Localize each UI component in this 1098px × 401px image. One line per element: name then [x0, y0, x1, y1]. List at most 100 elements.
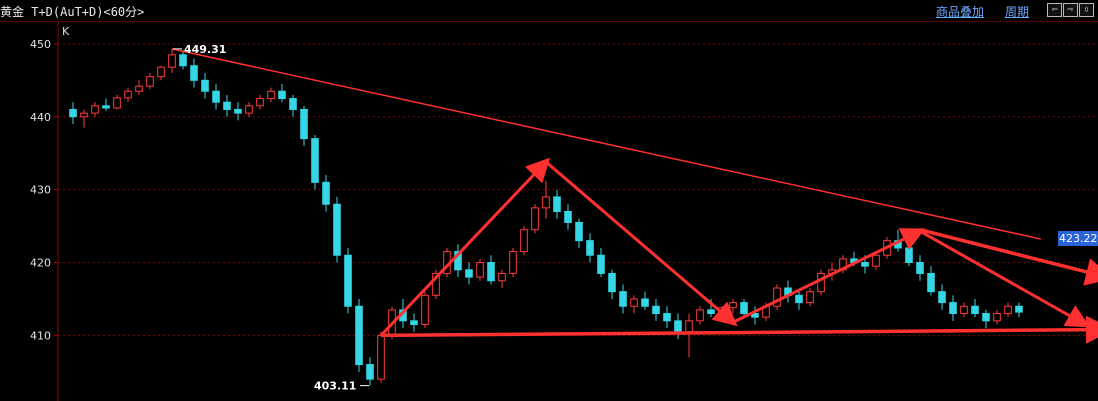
candle-body	[817, 272, 825, 293]
nav-left-button[interactable]: ⇦	[1047, 3, 1062, 17]
candle-body	[432, 272, 440, 296]
candle-body	[179, 54, 187, 67]
candle-body	[454, 251, 462, 271]
candle-body	[190, 65, 198, 81]
candle-body	[201, 79, 209, 92]
candle-body	[861, 262, 869, 267]
candle-body	[476, 262, 484, 278]
candle-body	[773, 287, 781, 307]
candle-body	[256, 98, 264, 107]
candle-body	[223, 101, 231, 110]
nav-right-button[interactable]: ⇨	[1063, 3, 1078, 17]
candle-body	[113, 97, 121, 109]
candle-body	[234, 108, 242, 114]
candle-body	[949, 302, 957, 315]
candle-body	[652, 305, 660, 315]
candle-body	[729, 302, 737, 309]
candle-body	[806, 291, 814, 304]
resistance-arrow	[919, 228, 1098, 286]
resistance-line	[171, 48, 1042, 240]
candle-body	[982, 313, 990, 322]
candle-body	[421, 294, 429, 325]
candle-body	[289, 98, 297, 110]
candle-body	[795, 294, 803, 304]
y-tick-label: 430	[30, 184, 51, 197]
candle-body	[487, 262, 495, 282]
candle-body	[1004, 305, 1012, 315]
trendlines	[171, 48, 1098, 387]
candle-body	[971, 305, 979, 315]
candle-body	[509, 251, 517, 274]
candle-body	[377, 334, 385, 380]
candle-body	[91, 105, 99, 114]
candle-body	[168, 54, 176, 68]
y-tick-label: 450	[30, 38, 51, 51]
overlay-menu[interactable]: 商品叠加	[936, 5, 985, 19]
candle-body	[69, 108, 77, 118]
low-annotation: 403.11	[314, 380, 356, 393]
y-tick-label: 420	[30, 257, 51, 270]
annotations: 449.31 403.11	[184, 43, 356, 393]
candle-body	[608, 272, 616, 293]
candle-body	[531, 207, 539, 231]
candles	[69, 48, 1023, 386]
y-axis-ticks: 450 440 430 420 410	[30, 38, 51, 343]
y-tick-label: 410	[30, 329, 51, 342]
candle-body	[674, 320, 682, 333]
candle-body	[267, 90, 275, 100]
candle-body	[685, 320, 693, 333]
candle-body	[245, 105, 253, 114]
candle-body	[542, 196, 550, 209]
candle-body	[498, 272, 506, 282]
candle-body	[663, 313, 671, 322]
y-tick-label: 440	[30, 111, 51, 124]
candle-body	[520, 229, 528, 253]
candle-body	[751, 313, 759, 318]
candle-body	[696, 309, 704, 322]
period-menu[interactable]: 周期	[1005, 5, 1030, 19]
candle-body	[322, 181, 330, 205]
candle-body	[135, 85, 143, 92]
candle-body	[993, 313, 1001, 322]
candle-body	[553, 196, 561, 213]
candle-body	[311, 138, 319, 183]
swing-arrow	[732, 228, 926, 324]
high-annotation: 449.31	[184, 43, 226, 56]
swing-arrow	[919, 229, 1091, 328]
candle-body	[212, 90, 220, 103]
swing-arrow	[379, 157, 551, 337]
swing-arrow	[545, 160, 738, 327]
candle-body	[872, 254, 880, 267]
candle-body	[564, 211, 572, 223]
support-arrow	[380, 315, 1098, 344]
candle-body	[146, 76, 154, 87]
candle-body	[344, 254, 352, 307]
current-price-tag: 423.22	[1058, 231, 1098, 247]
candle-body	[916, 262, 924, 274]
candle-body	[410, 320, 418, 325]
candle-body	[1015, 305, 1023, 313]
candle-body	[124, 90, 132, 99]
candle-body	[80, 112, 88, 118]
axis-marker-label: K	[62, 25, 70, 38]
candle-body	[905, 247, 913, 264]
candle-body	[960, 305, 968, 315]
candle-body	[707, 309, 715, 315]
expand-button[interactable]: ⇳	[1079, 3, 1094, 17]
candle-body	[927, 272, 935, 293]
candle-body	[278, 90, 286, 100]
chart-header: 黄金 T+D(AuT+D)<60分> 商品叠加 周期 ⇦ ⇨ ⇳	[0, 0, 1098, 22]
candle-body	[938, 291, 946, 304]
candle-body	[630, 298, 638, 307]
candle-body	[641, 298, 649, 307]
instrument-title: 黄金 T+D(AuT+D)<60分>	[0, 5, 145, 19]
candle-body	[157, 66, 165, 78]
candle-body	[465, 269, 473, 278]
candle-body	[740, 302, 748, 315]
candle-body	[102, 105, 110, 109]
candle-body	[300, 108, 308, 140]
candle-body	[333, 203, 341, 256]
candle-body	[355, 305, 363, 366]
candle-body	[597, 254, 605, 274]
